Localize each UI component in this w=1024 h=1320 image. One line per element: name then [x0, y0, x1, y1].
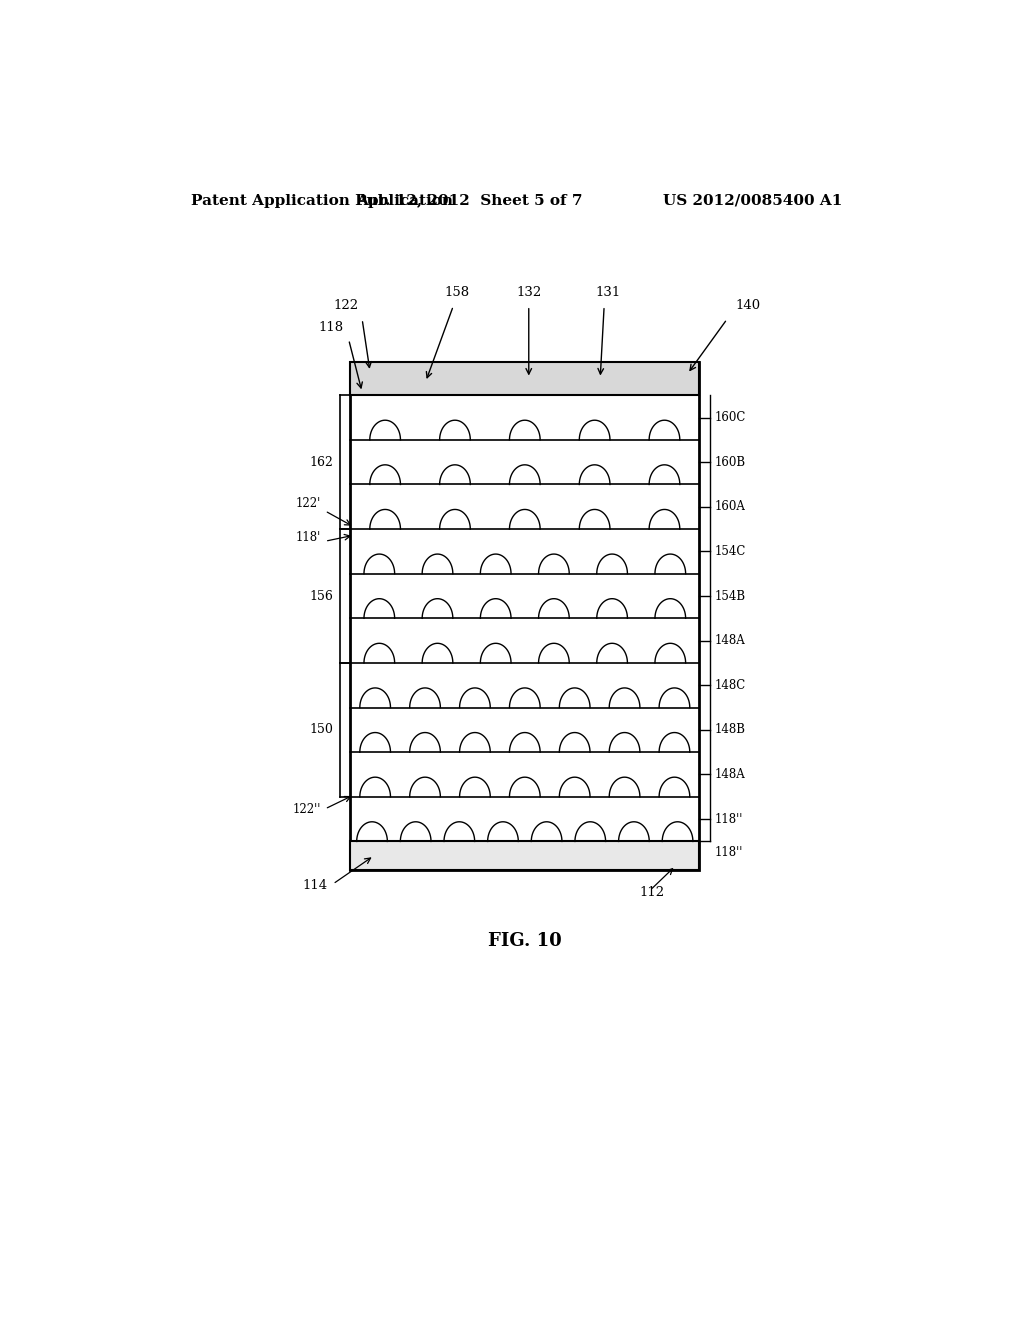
Text: 162: 162 [309, 455, 334, 469]
Text: 156: 156 [309, 590, 334, 602]
Text: 112: 112 [639, 886, 665, 899]
Text: Apr. 12, 2012  Sheet 5 of 7: Apr. 12, 2012 Sheet 5 of 7 [356, 194, 583, 209]
Bar [350, 841, 699, 870]
Text: FIG. 10: FIG. 10 [487, 932, 562, 950]
Text: US 2012/0085400 A1: US 2012/0085400 A1 [663, 194, 842, 209]
Text: 132: 132 [516, 285, 542, 298]
Text: 148A: 148A [715, 768, 745, 781]
Text: 131: 131 [596, 285, 621, 298]
Text: 154B: 154B [715, 590, 745, 602]
Text: 122': 122' [296, 496, 321, 510]
Text: 118': 118' [296, 531, 321, 544]
Text: 118'': 118'' [715, 813, 742, 825]
Text: 118'': 118'' [715, 846, 742, 859]
Text: 158: 158 [444, 285, 470, 298]
Text: 160B: 160B [715, 455, 745, 469]
Bar [350, 362, 699, 395]
Text: 148C: 148C [715, 678, 745, 692]
Text: Patent Application Publication: Patent Application Publication [191, 194, 454, 209]
Text: 148B: 148B [715, 723, 745, 737]
Bar [350, 362, 699, 870]
Text: 140: 140 [735, 298, 760, 312]
Text: 122: 122 [333, 298, 358, 312]
Text: 122'': 122'' [293, 803, 321, 816]
Text: 148A: 148A [715, 634, 745, 647]
Text: 150: 150 [309, 723, 334, 737]
Text: 118: 118 [318, 321, 344, 334]
Text: 160C: 160C [715, 411, 745, 424]
Text: 160A: 160A [715, 500, 745, 513]
Text: 114: 114 [303, 879, 328, 892]
Text: 154C: 154C [715, 545, 745, 558]
